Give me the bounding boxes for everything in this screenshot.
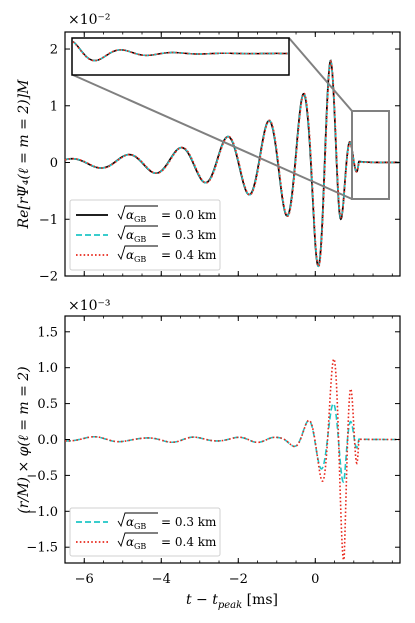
series-line-1 xyxy=(64,59,400,268)
legend-label: = 0.4 km xyxy=(161,535,217,549)
top-y-ticks: −2 −1 0 1 2 xyxy=(39,43,400,285)
bottom-panel: −6 −4 −2 0 −1.5 −1.0 −0.5 0.0 0.5 1.0 1.5 ×10⁻³ (… xyxy=(16,298,401,611)
x-tick-label: −6 xyxy=(75,572,94,587)
x-tick-label: 0 xyxy=(311,572,319,587)
bottom-multiplier: ×10⁻³ xyxy=(68,298,111,314)
legend-alpha: α xyxy=(126,208,134,222)
sqrt-symbol xyxy=(117,225,158,241)
legend-sub: GB xyxy=(134,215,146,224)
inset-waveforms xyxy=(72,40,288,62)
y-tick-label: 2 xyxy=(50,43,58,58)
y-tick-label: −0.5 xyxy=(26,469,58,484)
legend-label: = 0.0 km xyxy=(161,208,217,222)
legend-sub: GB xyxy=(134,542,146,551)
legend-sub: GB xyxy=(134,255,146,264)
inset-frame xyxy=(71,37,290,76)
y-tick-label: −1.0 xyxy=(26,505,58,520)
x-tick-label: −4 xyxy=(152,572,171,587)
bottom-y-ticks: −1.5 −1.0 −0.5 0.0 0.5 1.0 1.5 xyxy=(26,325,400,556)
y-tick-label: −1 xyxy=(39,213,58,228)
x-axis-label: t − tpeak [ms] xyxy=(186,592,278,611)
bottom-legend: α GB = 0.3 kmα GB = 0.4 km xyxy=(69,507,221,557)
sqrt-symbol xyxy=(117,512,158,528)
sqrt-symbol xyxy=(117,532,158,548)
bottom-x-ticks: −6 −4 −2 0 xyxy=(64,316,393,587)
sqrt-symbol xyxy=(117,245,158,261)
top-legend: α GB = 0.0 kmα GB = 0.3 kmα GB = 0.4 km xyxy=(69,199,221,271)
bottom-legend-box xyxy=(69,507,221,557)
sqrt-symbol xyxy=(117,205,158,221)
y-tick-label: 1.0 xyxy=(37,361,58,376)
top-waveforms xyxy=(64,59,400,268)
inset-series-2 xyxy=(72,41,288,62)
legend-alpha: α xyxy=(126,515,134,529)
top-legend-box xyxy=(69,199,221,271)
legend-alpha: α xyxy=(126,535,134,549)
series-line-1 xyxy=(64,358,400,562)
x-tick-label: −2 xyxy=(229,572,248,587)
legend-label: = 0.3 km xyxy=(161,515,217,529)
zoom-connector-top xyxy=(288,37,353,112)
zoom-box xyxy=(351,110,390,200)
y-tick-label: −1.5 xyxy=(26,541,58,556)
y-tick-label: −2 xyxy=(39,270,58,285)
y-tick-label: 1 xyxy=(50,99,58,114)
top-axes-frame xyxy=(64,31,401,277)
top-ylabel: Re[rΨ₄(ℓ = m = 2)]M xyxy=(16,79,32,230)
bottom-ylabel: (r/M) × φ(ℓ = m = 2) xyxy=(16,366,32,513)
legend-alpha: α xyxy=(126,228,134,242)
legend-label: = 0.3 km xyxy=(161,228,217,242)
series-line-0 xyxy=(64,402,400,483)
y-tick-label: 1.5 xyxy=(37,325,58,340)
y-tick-label: 0 xyxy=(50,156,58,171)
top-multiplier: ×10⁻² xyxy=(68,12,111,28)
y-tick-label: 0.5 xyxy=(37,397,58,412)
bottom-waveforms xyxy=(64,358,400,562)
legend-alpha: α xyxy=(126,248,134,262)
y-tick-label: 0.0 xyxy=(37,433,58,448)
zoom-connector-bottom xyxy=(72,74,353,200)
legend-sub: GB xyxy=(134,522,146,531)
legend-sub: GB xyxy=(134,235,146,244)
legend-label: = 0.4 km xyxy=(161,248,217,262)
